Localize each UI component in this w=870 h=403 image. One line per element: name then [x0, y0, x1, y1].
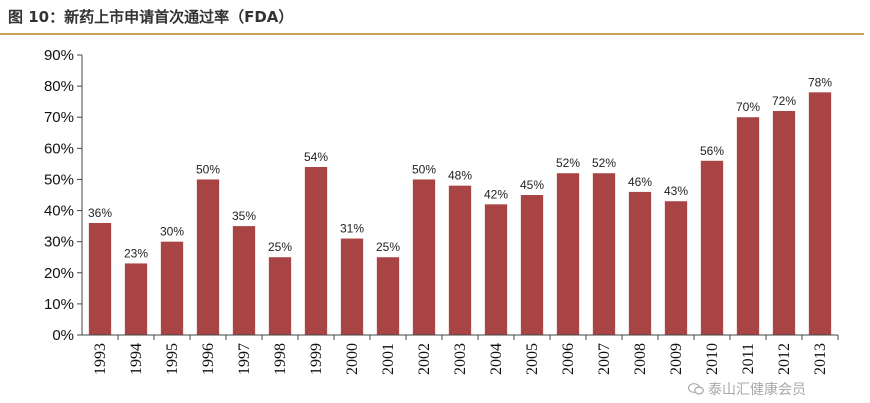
y-tick-label: 60% — [44, 140, 74, 157]
y-tick-label: 90% — [44, 47, 74, 64]
x-tick-label-1995: 1995 — [164, 343, 181, 375]
x-tick-label-2008: 2008 — [632, 343, 649, 375]
x-tick-label-2012: 2012 — [776, 343, 793, 375]
data-label-2002: 50% — [412, 162, 436, 176]
bar-2007 — [592, 173, 616, 335]
y-tick-label: 70% — [44, 109, 74, 126]
bar-1995 — [160, 241, 184, 335]
title-divider — [0, 33, 864, 35]
bar-2002 — [412, 179, 436, 335]
bars — [88, 92, 832, 335]
x-tick-label-2004: 2004 — [488, 343, 505, 375]
x-tick-label-2007: 2007 — [596, 343, 613, 375]
bar-2006 — [556, 173, 580, 335]
data-label-2009: 43% — [664, 184, 688, 198]
x-tick-label-2011: 2011 — [740, 343, 757, 374]
bar-2000 — [340, 238, 364, 335]
x-tick-label-2005: 2005 — [524, 343, 541, 375]
y-tick-label: 40% — [44, 203, 74, 220]
x-tick-label-2013: 2013 — [812, 343, 829, 375]
data-label-2010: 56% — [700, 144, 724, 158]
data-label-1993: 36% — [88, 206, 112, 220]
x-tick-label-1999: 1999 — [308, 343, 325, 375]
watermark-text: 泰山汇健康会员 — [708, 382, 806, 398]
data-label-1994: 23% — [124, 246, 148, 260]
bar-2011 — [736, 117, 760, 335]
bar-1993 — [88, 223, 112, 335]
data-label-2008: 46% — [628, 175, 652, 189]
bar-2001 — [376, 257, 400, 335]
data-labels: 36% 23% 30% 50% 35% 25% 54% 31% 25% 50% 48% 42% 45% 5… — [88, 75, 832, 260]
bar-1999 — [304, 167, 328, 335]
x-tick-label-1997: 1997 — [236, 343, 253, 375]
x-tick-label-2006: 2006 — [560, 343, 577, 375]
data-label-2005: 45% — [520, 178, 544, 192]
data-label-2006: 52% — [556, 156, 580, 170]
x-axis: 1993 1994 1995 1996 1997 1998 1999 2000 2001 2002… — [82, 334, 839, 375]
data-label-2011: 70% — [736, 100, 760, 114]
x-tick-label-1998: 1998 — [272, 343, 289, 375]
data-label-1998: 25% — [268, 240, 292, 254]
x-tick-label-2009: 2009 — [668, 343, 685, 375]
bar-2003 — [448, 185, 472, 335]
data-label-2007: 52% — [592, 156, 616, 170]
y-tick-label: 30% — [44, 234, 74, 251]
x-tick-label-2002: 2002 — [416, 343, 433, 375]
data-label-2000: 31% — [340, 222, 364, 236]
data-label-2001: 25% — [376, 240, 400, 254]
x-tick-label-1994: 1994 — [128, 343, 145, 375]
y-tick-label: 0% — [52, 327, 74, 344]
x-tick-label-2001: 2001 — [380, 343, 397, 375]
data-label-2012: 72% — [772, 94, 796, 108]
data-label-1995: 30% — [160, 225, 184, 239]
x-tick-label-2010: 2010 — [704, 343, 721, 375]
bar-2013 — [808, 92, 832, 335]
bar-1996 — [196, 179, 220, 335]
y-tick-label: 10% — [44, 296, 74, 313]
bar-1994 — [124, 263, 148, 335]
data-label-2013: 78% — [808, 75, 832, 89]
x-tick-label-1996: 1996 — [200, 343, 217, 375]
bar-2012 — [772, 111, 796, 335]
data-label-2004: 42% — [484, 187, 508, 201]
bar-2010 — [700, 160, 724, 335]
y-tick-label: 80% — [44, 78, 74, 95]
bar-2008 — [628, 191, 652, 335]
data-label-1996: 50% — [196, 162, 220, 176]
chart-title: 图 10：新药上市申请首次通过率（FDA） — [8, 8, 294, 26]
x-tick-label-1993: 1993 — [92, 343, 109, 375]
x-tick-label-2000: 2000 — [344, 343, 361, 375]
bar-1997 — [232, 226, 256, 335]
watermark: 泰山汇健康会员 — [688, 379, 806, 399]
y-tick-label: 20% — [44, 265, 74, 282]
bar-1998 — [268, 257, 292, 335]
y-axis: 0% 10% 20% 30% 40% 50% 60% 70% 80% 90% — [44, 47, 83, 344]
data-label-2003: 48% — [448, 169, 472, 183]
data-label-1999: 54% — [304, 150, 328, 164]
data-label-1997: 35% — [232, 209, 256, 223]
y-tick-label: 50% — [44, 171, 74, 188]
x-tick-label-2003: 2003 — [452, 343, 469, 375]
wechat-icon — [688, 383, 704, 395]
bar-2009 — [664, 201, 688, 335]
bar-2004 — [484, 204, 508, 335]
bar-2005 — [520, 195, 544, 335]
